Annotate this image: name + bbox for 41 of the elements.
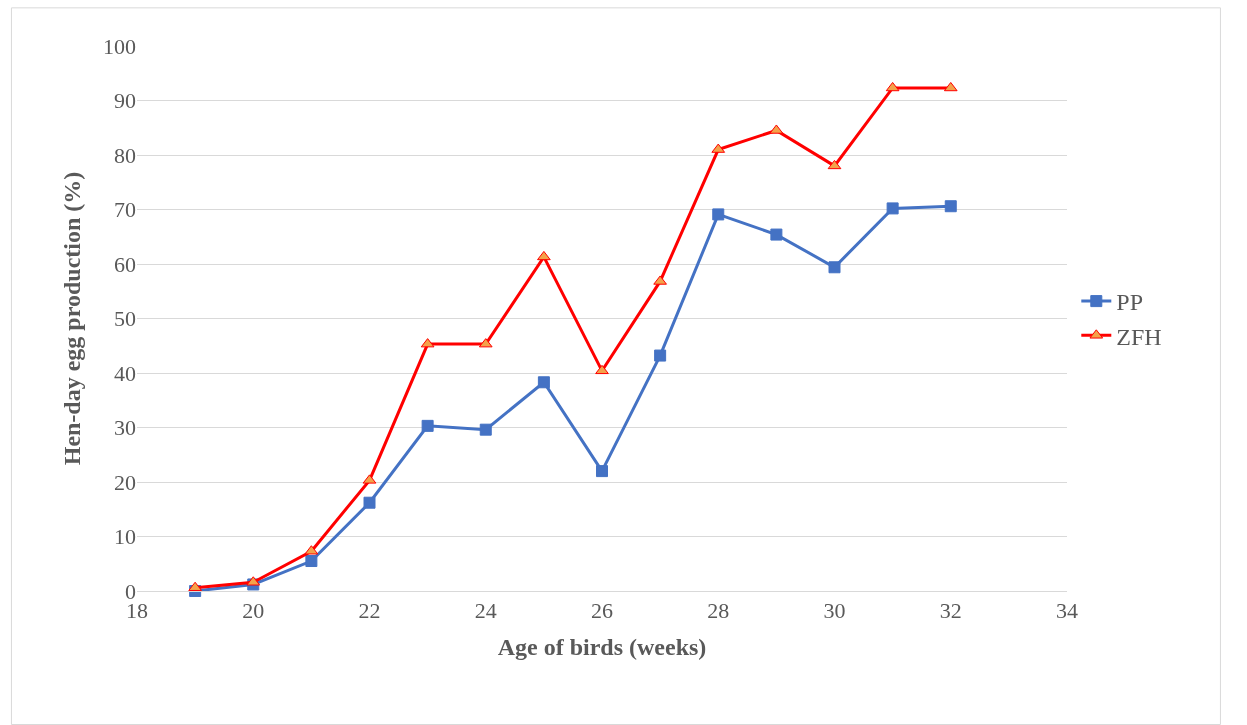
x-axis-title: Age of birds (weeks) <box>497 633 707 660</box>
y-tick-label: 80 <box>114 142 136 168</box>
point <box>363 496 376 509</box>
point <box>188 581 202 591</box>
x-tick-label: 24 <box>474 598 497 624</box>
x-tick-label: 30 <box>823 598 846 624</box>
x-tick-label: 26 <box>591 598 613 624</box>
y-tick-label: 70 <box>114 197 136 223</box>
point <box>537 376 550 389</box>
point <box>828 261 841 274</box>
point <box>596 465 608 478</box>
point <box>537 250 551 261</box>
point <box>827 159 842 170</box>
legend-label: PP <box>1116 289 1143 316</box>
point <box>421 419 434 432</box>
y-tick-label: 30 <box>114 415 136 441</box>
y-tick-label: 20 <box>114 469 136 495</box>
point <box>944 200 957 213</box>
point <box>479 423 492 436</box>
x-tick-label: 22 <box>358 598 381 624</box>
point <box>886 202 899 215</box>
point <box>654 349 667 362</box>
point <box>770 228 783 241</box>
y-tick-label: 60 <box>114 251 136 277</box>
point <box>595 364 609 375</box>
y-tick-label: 40 <box>114 360 136 386</box>
point <box>653 275 667 285</box>
legend-label: ZFH <box>1116 323 1162 350</box>
point <box>943 81 958 92</box>
y-tick-label: 50 <box>114 306 136 332</box>
x-tick-label: 20 <box>242 598 265 624</box>
x-tick-label: 28 <box>707 598 730 624</box>
y-tick-label: 100 <box>103 33 136 59</box>
x-tick-label: 34 <box>1056 598 1078 624</box>
y-axis-title: Hen-day egg production (%) <box>59 171 86 466</box>
y-tick-label: 90 <box>114 88 136 114</box>
point <box>712 208 725 221</box>
point <box>885 81 900 92</box>
x-tick-label: 32 <box>939 598 962 624</box>
point <box>305 555 318 568</box>
y-tick-label: 10 <box>114 524 136 550</box>
